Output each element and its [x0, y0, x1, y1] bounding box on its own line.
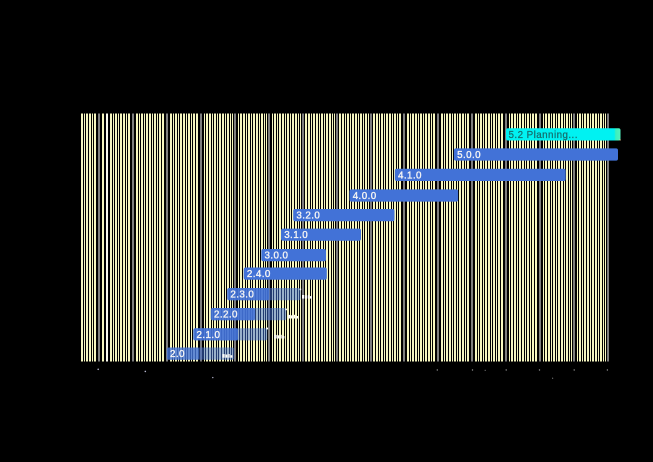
- svg-text:3.2.0: 3.2.0: [296, 211, 320, 222]
- svg-text:2.1.0: 2.1.0: [197, 330, 221, 341]
- svg-text:3.1.0: 3.1.0: [284, 230, 308, 241]
- svg-text:4.1.0: 4.1.0: [398, 170, 422, 181]
- svg-text:2.3.0: 2.3.0: [230, 290, 254, 301]
- svg-text:5.2 Planning...: 5.2 Planning...: [509, 130, 578, 141]
- svg-text:2.2.0: 2.2.0: [214, 310, 238, 321]
- svg-text:2.4.0: 2.4.0: [247, 269, 271, 280]
- svg-text:2.0: 2.0: [170, 349, 185, 360]
- svg-text:4.0.0: 4.0.0: [353, 191, 377, 202]
- svg-text:5.0.0: 5.0.0: [457, 150, 481, 161]
- svg-text:3.0.0: 3.0.0: [265, 251, 289, 262]
